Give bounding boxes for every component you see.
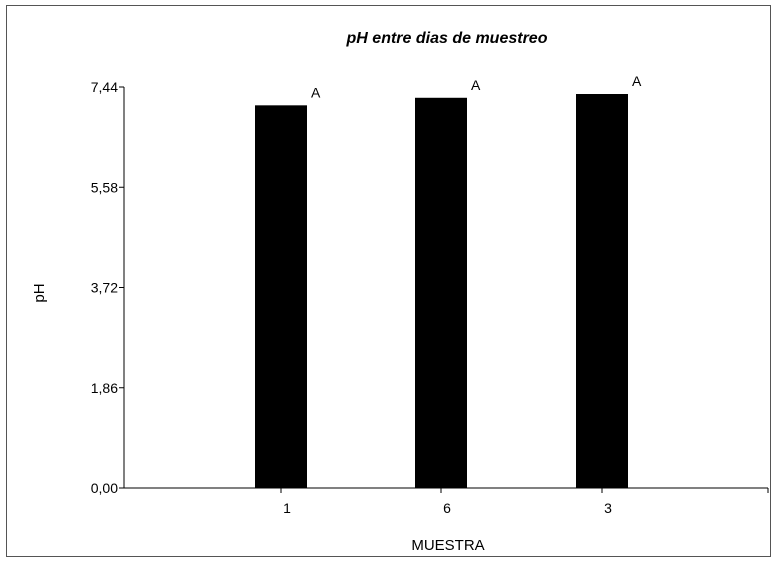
bar-data-label: A [471,77,481,93]
x-tick-label: 6 [443,500,451,516]
x-axis-label: MUESTRA [411,537,484,554]
x-tick-label: 1 [283,500,291,516]
bar-group [255,94,628,489]
x-tick-group: 1 6 3 [280,488,769,516]
x-tick-label: 3 [604,500,612,516]
bar-data-label: A [311,84,321,100]
y-tick-group: 0,00 1,86 3,72 5,58 7,44 [91,79,124,496]
y-tick-label: 5,58 [91,179,118,195]
y-tick-label: 1,86 [91,380,118,396]
y-axis-label: pH [31,283,48,302]
bar-data-label: A [632,73,642,89]
chart-frame: pH entre dias de muestreo A A A 0,00 1,86 3,… [6,5,771,557]
bar-chart: pH entre dias de muestreo A A A 0,00 1,86 3,… [31,30,769,554]
bar [415,97,467,488]
y-tick-label: 3,72 [91,280,118,296]
y-tick-label: 7,44 [91,79,118,95]
bar [576,94,628,489]
y-tick-label: 0,00 [91,480,118,496]
chart-title: pH entre dias de muestreo [346,30,548,47]
bar [255,105,307,489]
